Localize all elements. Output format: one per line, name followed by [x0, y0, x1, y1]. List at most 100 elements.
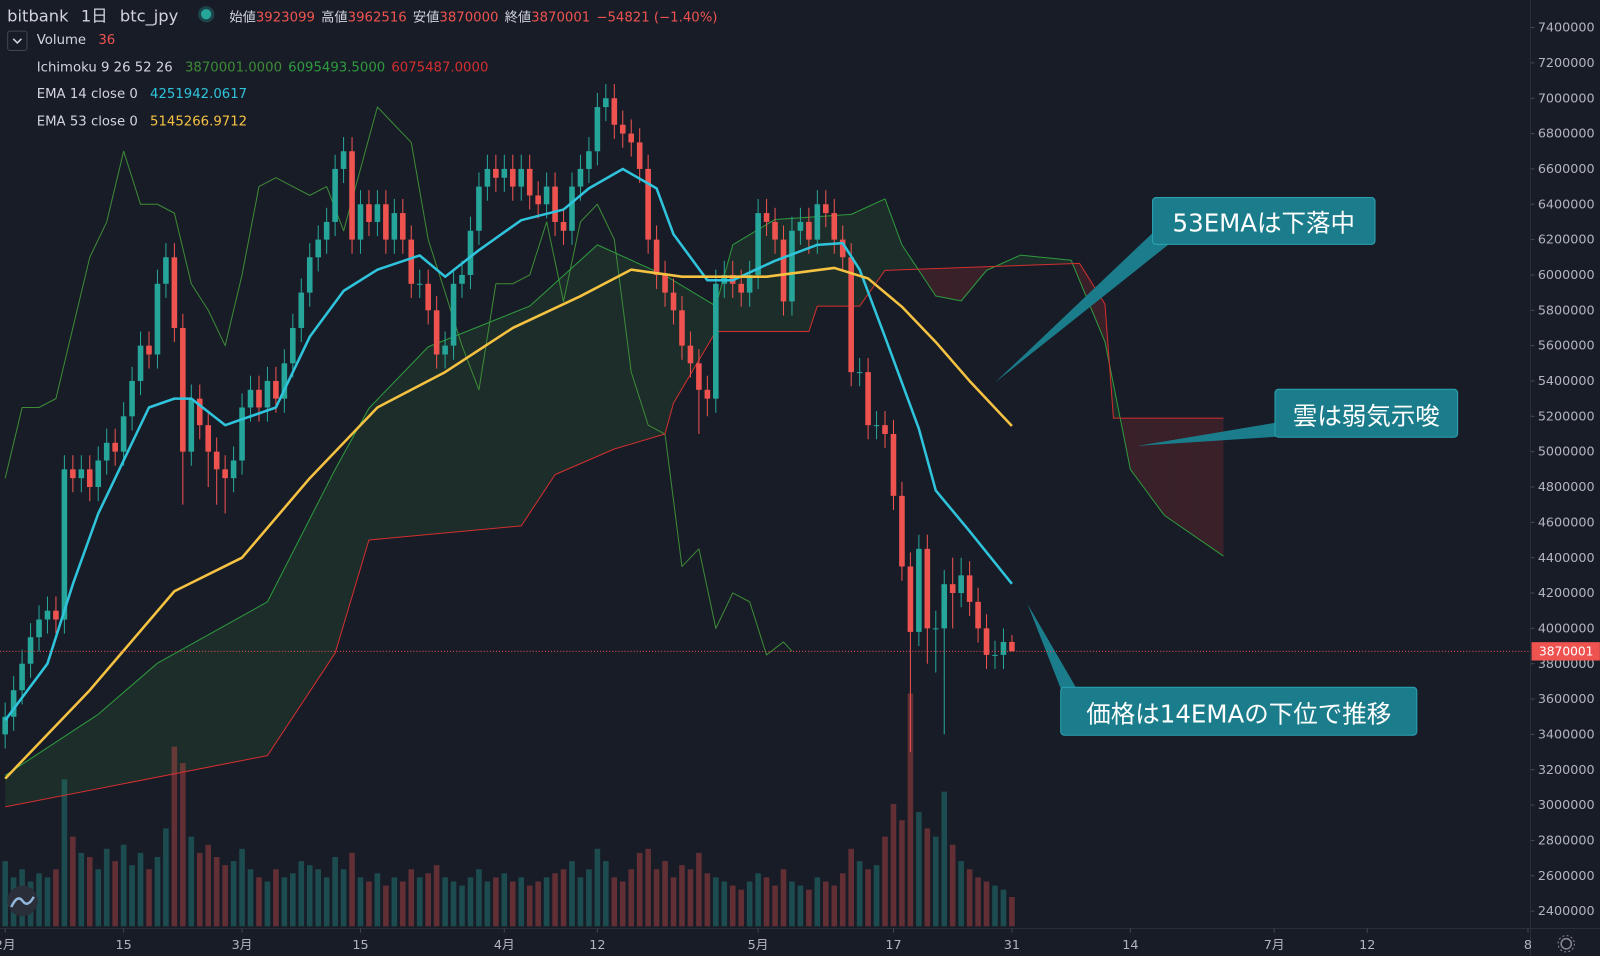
candle-body [256, 389, 262, 408]
candle-body [763, 213, 770, 222]
cloud-segment [1028, 256, 1034, 266]
candle-body [408, 239, 415, 284]
volume-bar [416, 877, 423, 927]
cloud-segment [22, 761, 27, 804]
cloud-segment [157, 660, 162, 778]
volume-bar [518, 877, 525, 927]
cloud-segment [407, 364, 412, 537]
cloud-segment [1202, 418, 1207, 545]
cloud-segment [1185, 418, 1190, 533]
candle-body [628, 133, 635, 143]
cloud-segment [1219, 418, 1224, 557]
candle-body [586, 151, 592, 169]
candle-body [290, 327, 296, 364]
cloud-segment [352, 431, 357, 597]
candle-body [391, 213, 398, 240]
candle-body [526, 168, 533, 196]
cloud-segment [436, 341, 441, 534]
x-tick-label: 12 [1359, 938, 1375, 953]
cloud-segment [237, 616, 243, 762]
candle-body [19, 663, 25, 691]
cloud-segment [542, 290, 547, 494]
cloud-segment [491, 319, 496, 529]
cloud-segment [504, 314, 509, 528]
candle-body [86, 469, 93, 488]
volume-bar [163, 828, 169, 927]
cloud-segment [77, 725, 82, 793]
candle-body [636, 142, 643, 169]
cloud-segment [1033, 256, 1038, 265]
candle-body [44, 610, 51, 620]
candle-body [780, 239, 787, 302]
candle-body [349, 151, 355, 240]
cloud-segment [242, 613, 247, 761]
candle-body [196, 398, 203, 426]
cloud-segment [580, 256, 585, 464]
cloud-segment [1079, 263, 1084, 291]
cloud-segment [1011, 257, 1017, 266]
candles [2, 84, 1015, 753]
y-tick-label: 7400000 [1538, 21, 1595, 36]
volume-bar [890, 803, 897, 927]
volume-bar [560, 869, 567, 927]
cloud-segment [529, 302, 534, 514]
volume-bar [653, 869, 660, 927]
cloud-segment [153, 663, 158, 778]
candle-body [899, 495, 905, 567]
cloud-segment [13, 767, 18, 806]
cloud-segment [415, 355, 420, 536]
cloud-segment [30, 755, 35, 802]
volume-bar [992, 885, 998, 927]
cloud-segment [381, 390, 386, 539]
cloud-segment [639, 264, 644, 442]
cloud-segment [47, 744, 52, 799]
cloud-segment [1155, 418, 1160, 510]
candle-body [442, 345, 448, 355]
y-tick-label: 5400000 [1538, 374, 1595, 389]
y-tick-label: 6200000 [1538, 233, 1595, 248]
volume-bar [916, 812, 922, 927]
candle-body [848, 257, 854, 373]
candle-body [924, 548, 931, 629]
x-tick-label: 7月 [1264, 938, 1285, 953]
cloud-segment [17, 764, 23, 805]
cloud-segment [216, 627, 221, 766]
candle-body [323, 221, 330, 240]
candle-body [467, 230, 474, 275]
cloud-segment [203, 634, 209, 769]
cloud-segment [339, 454, 344, 639]
logo [7, 885, 38, 917]
candle-body [374, 204, 381, 222]
candle-body [907, 566, 914, 632]
cloud-segment [1062, 259, 1067, 264]
cloud-segment [309, 510, 314, 692]
candle-body [882, 425, 888, 434]
volume-bar [755, 873, 761, 927]
cloud-segment [1020, 255, 1025, 266]
cloud-segment [1159, 418, 1165, 516]
volume-bar [966, 869, 973, 927]
cloud-segment [398, 373, 403, 538]
callout-pointer [994, 232, 1170, 383]
cloud-segment [973, 266, 979, 286]
cloud-segment [525, 306, 530, 520]
cloud-segment [804, 217, 809, 332]
y-tick-label: 3000000 [1538, 798, 1595, 813]
cloud-segment [550, 283, 556, 482]
y-tick-label: 4800000 [1538, 480, 1595, 495]
y-tick-label: 4600000 [1538, 515, 1595, 530]
cloud-segment [868, 204, 873, 295]
cloud-segment [182, 646, 188, 773]
candle-body [315, 239, 321, 258]
candle-body [146, 345, 152, 355]
cloud-segment [1126, 418, 1131, 470]
volume-bar [433, 865, 440, 927]
x-tick-label: 31 [1004, 938, 1020, 953]
settings-icon[interactable] [1557, 935, 1575, 953]
candle-body [61, 469, 68, 620]
candle-body [298, 292, 305, 328]
volume-bar [738, 889, 744, 927]
volume-bar [2, 861, 8, 927]
cloud-segment [838, 214, 843, 307]
